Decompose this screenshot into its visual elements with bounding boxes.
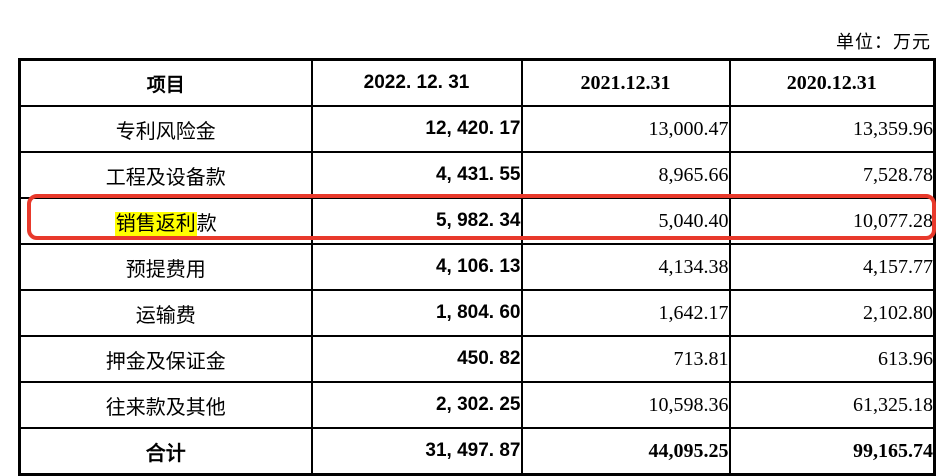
table-row-engineering-equipment: 工程及设备款 4, 431. 55 8,965.66 7,528.78	[18, 151, 936, 199]
table-row-accrued-expenses: 预提费用 4, 106. 13 4,134.38 4,157.77	[18, 243, 936, 291]
row-value-2021: 5,040.40	[520, 197, 731, 245]
row-value-2021: 10,598.36	[520, 381, 731, 429]
row-value-2022: 5, 982. 34	[310, 197, 523, 245]
row-value-2020: 4,157.77	[728, 243, 936, 291]
row-item-label: 往来款及其他	[18, 381, 313, 429]
table-row-deposits-guarantees: 押金及保证金 450. 82 713.81 613.96	[18, 335, 936, 383]
yellow-highlight: 销售返利	[114, 211, 197, 236]
row-value-2021: 13,000.47	[520, 105, 731, 153]
header-2020-12-31: 2020.12.31	[728, 58, 936, 107]
row-value-2022: 4, 106. 13	[310, 243, 523, 291]
row-value-2022: 31, 497. 87	[310, 427, 523, 476]
row-item-label: 押金及保证金	[18, 335, 313, 383]
row-value-2022: 1, 804. 60	[310, 289, 523, 337]
row-value-2020: 13,359.96	[728, 105, 936, 153]
row-value-2022: 450. 82	[310, 335, 523, 383]
row-value-2022: 2, 302. 25	[310, 381, 523, 429]
header-2021-12-31: 2021.12.31	[520, 58, 731, 107]
header-item: 项目	[18, 58, 313, 107]
row-item-label: 运输费	[18, 289, 313, 337]
row-value-2022: 4, 431. 55	[310, 151, 523, 199]
table-row-total: 合计 31, 497. 87 44,095.25 99,165.74	[18, 427, 936, 476]
table-header-row: 项目 2022. 12. 31 2021.12.31 2020.12.31	[18, 58, 936, 107]
row-item-label: 合计	[18, 427, 313, 476]
table-row-current-accounts-other: 往来款及其他 2, 302. 25 10,598.36 61,325.18	[18, 381, 936, 429]
row-value-2020: 10,077.28	[728, 197, 936, 245]
row-value-2021: 8,965.66	[520, 151, 731, 199]
financial-table: 项目 2022. 12. 31 2021.12.31 2020.12.31 专利…	[18, 58, 936, 476]
row-value-2021: 4,134.38	[520, 243, 731, 291]
row-value-2020: 99,165.74	[728, 427, 936, 476]
row-value-2020: 61,325.18	[728, 381, 936, 429]
row-value-2020: 7,528.78	[728, 151, 936, 199]
table-row-sales-rebate: 销售返利款 5, 982. 34 5,040.40 10,077.28	[18, 197, 936, 245]
row-value-2021: 44,095.25	[520, 427, 731, 476]
row-value-2021: 713.81	[520, 335, 731, 383]
row-value-2021: 1,642.17	[520, 289, 731, 337]
unit-label: 单位：万元	[836, 32, 931, 52]
row-item-label: 专利风险金	[18, 105, 313, 153]
row-value-2022: 12, 420. 17	[310, 105, 523, 153]
row-value-2020: 613.96	[728, 335, 936, 383]
table-row-transport-fee: 运输费 1, 804. 60 1,642.17 2,102.80	[18, 289, 936, 337]
row-item-label-rest: 款	[196, 212, 217, 235]
financial-table-container: 项目 2022. 12. 31 2021.12.31 2020.12.31 专利…	[18, 58, 936, 476]
row-item-label: 预提费用	[18, 243, 313, 291]
row-value-2020: 2,102.80	[728, 289, 936, 337]
row-item-label: 工程及设备款	[18, 151, 313, 199]
row-item-label: 销售返利款	[18, 197, 313, 245]
header-2022-12-31: 2022. 12. 31	[310, 58, 523, 107]
table-row-patent-risk-fund: 专利风险金 12, 420. 17 13,000.47 13,359.96	[18, 105, 936, 153]
